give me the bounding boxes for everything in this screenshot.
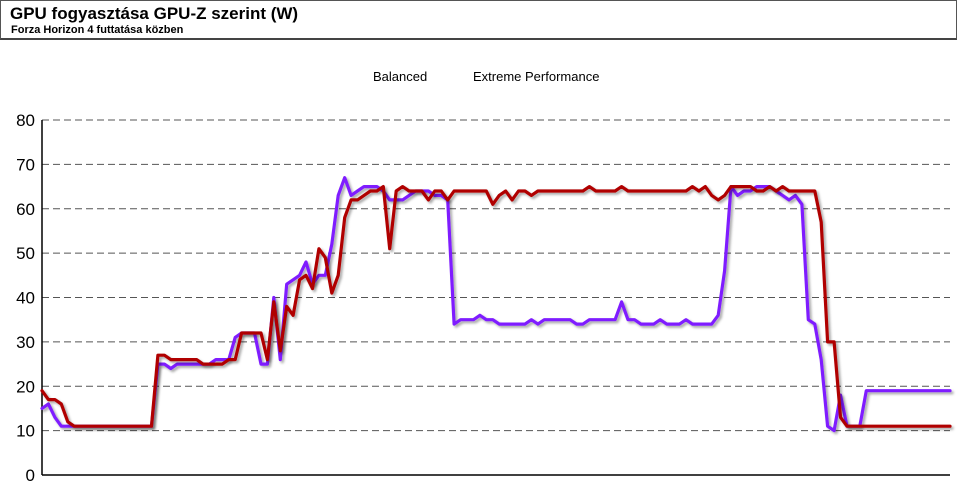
y-tick-label: 0 — [26, 466, 35, 485]
chart-subtitle: Forza Horizon 4 futtatása közben — [11, 24, 184, 36]
title-box: GPU fogyasztása GPU-Z szerint (W) Forza … — [0, 0, 957, 40]
y-tick-label: 50 — [16, 244, 35, 263]
chart-title: GPU fogyasztása GPU-Z szerint (W) — [10, 4, 299, 23]
legend-label: Balanced — [373, 69, 427, 84]
legend-label: Extreme Performance — [473, 69, 599, 84]
grid-layer — [42, 119, 950, 432]
legend-item: Balanced — [345, 69, 427, 84]
series-layer — [40, 176, 952, 433]
series-line-balanced — [40, 176, 952, 433]
y-tick-label: 10 — [16, 422, 35, 441]
series-line-extreme-performance — [40, 185, 952, 428]
y-tick-label: 40 — [16, 289, 35, 308]
legend-item: Extreme Performance — [445, 69, 599, 84]
axis-layer: 0 10 20 30 40 50 60 70 80 — [16, 111, 950, 485]
y-tick-label: 70 — [16, 155, 35, 174]
y-tick-label: 20 — [16, 377, 35, 396]
y-tick-label: 80 — [16, 111, 35, 130]
legend: Balanced Extreme Performance — [345, 69, 599, 84]
y-tick-label: 60 — [16, 200, 35, 219]
y-tick-label: 30 — [16, 333, 35, 352]
